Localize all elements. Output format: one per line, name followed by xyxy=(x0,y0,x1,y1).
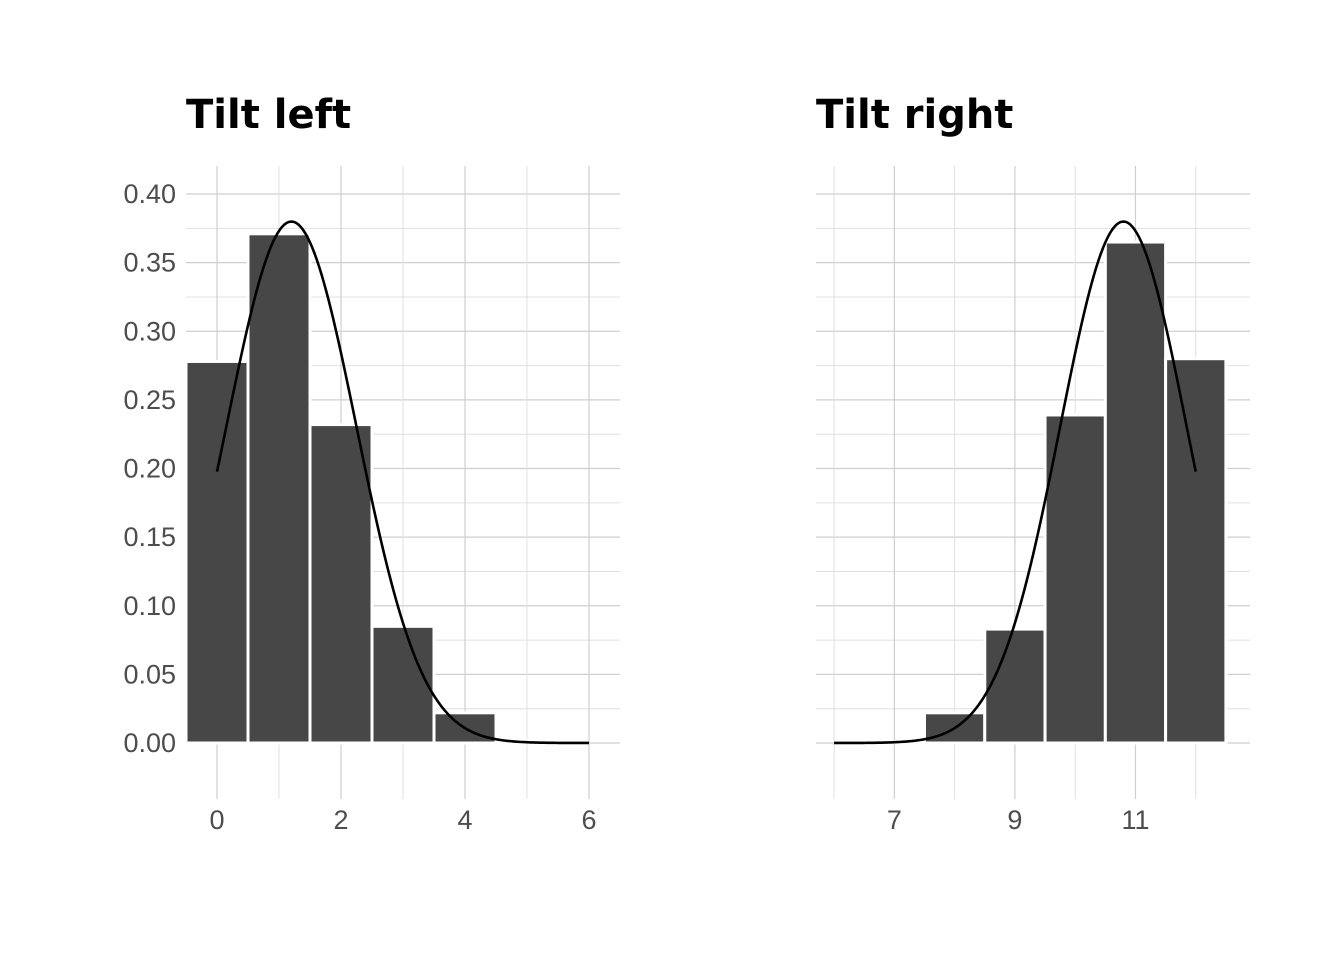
x-tick-label: 9 xyxy=(1007,805,1022,835)
x-tick-label: 7 xyxy=(887,805,902,835)
panel-title: Tilt right xyxy=(816,92,1013,138)
y-tick-label: 0.35 xyxy=(123,248,176,278)
histogram-bar xyxy=(1043,413,1107,745)
density-curve xyxy=(215,220,589,745)
y-tick-label: 0.25 xyxy=(123,385,176,415)
y-tick-label: 0.10 xyxy=(123,591,176,621)
density-curve xyxy=(834,220,1198,745)
bars xyxy=(862,240,1228,745)
y-tick-label: 0.00 xyxy=(123,728,176,758)
y-tick-label: 0.05 xyxy=(123,659,176,689)
histogram-bar xyxy=(370,624,436,745)
x-tick-label: 4 xyxy=(457,805,472,835)
histogram-bar xyxy=(184,359,250,745)
x-tick-label: 6 xyxy=(581,805,596,835)
histogram-bar xyxy=(1164,357,1228,745)
histogram-bar xyxy=(246,232,312,745)
bars xyxy=(184,232,560,745)
panel-tilt-right: Tilt right 7 9 11 xyxy=(816,92,1250,835)
x-tick-label: 11 xyxy=(1121,805,1149,835)
y-tick-label: 0.30 xyxy=(123,316,176,346)
x-tick-label: 0 xyxy=(209,805,224,835)
histogram-bar xyxy=(1103,240,1168,745)
y-tick-label: 0.15 xyxy=(123,522,176,552)
histogram-bar xyxy=(308,423,374,745)
y-tick-label: 0.20 xyxy=(123,454,176,484)
panel-title: Tilt left xyxy=(186,92,351,138)
x-tick-label: 2 xyxy=(333,805,348,835)
histogram-bar xyxy=(983,627,1047,745)
panel-tilt-left: Tilt left 0.00 0.05 0.10 0.15 0.20 0.25 0.30 0.… xyxy=(123,92,620,835)
y-tick-label: 0.40 xyxy=(123,179,176,209)
